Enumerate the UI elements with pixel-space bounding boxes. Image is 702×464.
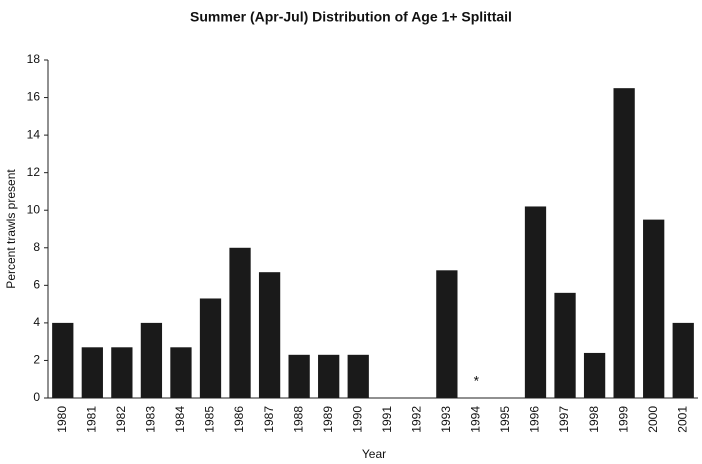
y-tick-label: 4: [33, 315, 40, 329]
x-tick-label: 1989: [321, 406, 335, 433]
bar: [436, 270, 458, 398]
bar: [347, 354, 369, 398]
x-tick-label: 1981: [84, 406, 98, 433]
x-axis-label: Year: [362, 447, 386, 461]
bar: [524, 206, 547, 398]
x-tick-label: 1985: [203, 406, 217, 433]
y-tick-label: 8: [33, 240, 40, 254]
x-tick-label: 1990: [350, 406, 364, 433]
x-tick-label: 1984: [173, 406, 187, 433]
x-tick-label: 1987: [262, 406, 276, 433]
bar: [672, 322, 694, 398]
y-tick-label: 0: [33, 390, 40, 404]
bar: [170, 347, 192, 398]
x-tick-label: 2001: [675, 406, 689, 433]
x-tick-label: 1998: [587, 406, 601, 433]
bar: [229, 247, 251, 398]
bar: [288, 354, 310, 398]
bar: [111, 347, 133, 398]
x-tick-label: 2000: [646, 406, 660, 433]
x-tick-label: 1986: [232, 406, 246, 433]
bar: [52, 322, 74, 398]
bar: [81, 347, 103, 398]
y-tick-label: 14: [27, 127, 41, 141]
x-tick-label: 1994: [469, 406, 483, 433]
x-tick-label: 1993: [439, 406, 453, 433]
x-tick-label: 1980: [55, 406, 69, 433]
y-tick-label: 2: [33, 353, 40, 367]
y-axis-label: Percent trawls present: [4, 169, 18, 289]
x-tick-label: 1996: [528, 406, 542, 433]
y-tick-label: 12: [27, 165, 41, 179]
bar: [554, 292, 576, 398]
bar: [140, 322, 163, 398]
y-tick-label: 16: [27, 90, 41, 104]
chart-title: Summer (Apr-Jul) Distribution of Age 1+ …: [190, 9, 512, 25]
bar: [643, 219, 665, 398]
bar: [258, 272, 281, 398]
x-tick-label: 1992: [409, 406, 423, 433]
x-tick-label: 1988: [291, 406, 305, 433]
annotation: *: [474, 373, 480, 389]
bar: [583, 352, 606, 398]
bar: [318, 354, 340, 398]
bar: [199, 298, 222, 398]
x-tick-label: 1982: [114, 406, 128, 433]
y-tick-label: 10: [27, 202, 41, 216]
y-tick-label: 18: [27, 52, 41, 66]
x-tick-label: 1999: [616, 406, 630, 433]
y-tick-label: 6: [33, 278, 40, 292]
x-tick-label: 1983: [144, 406, 158, 433]
x-tick-label: 1991: [380, 406, 394, 433]
bar: [613, 88, 635, 399]
x-tick-label: 1995: [498, 406, 512, 433]
x-tick-label: 1997: [557, 406, 571, 433]
